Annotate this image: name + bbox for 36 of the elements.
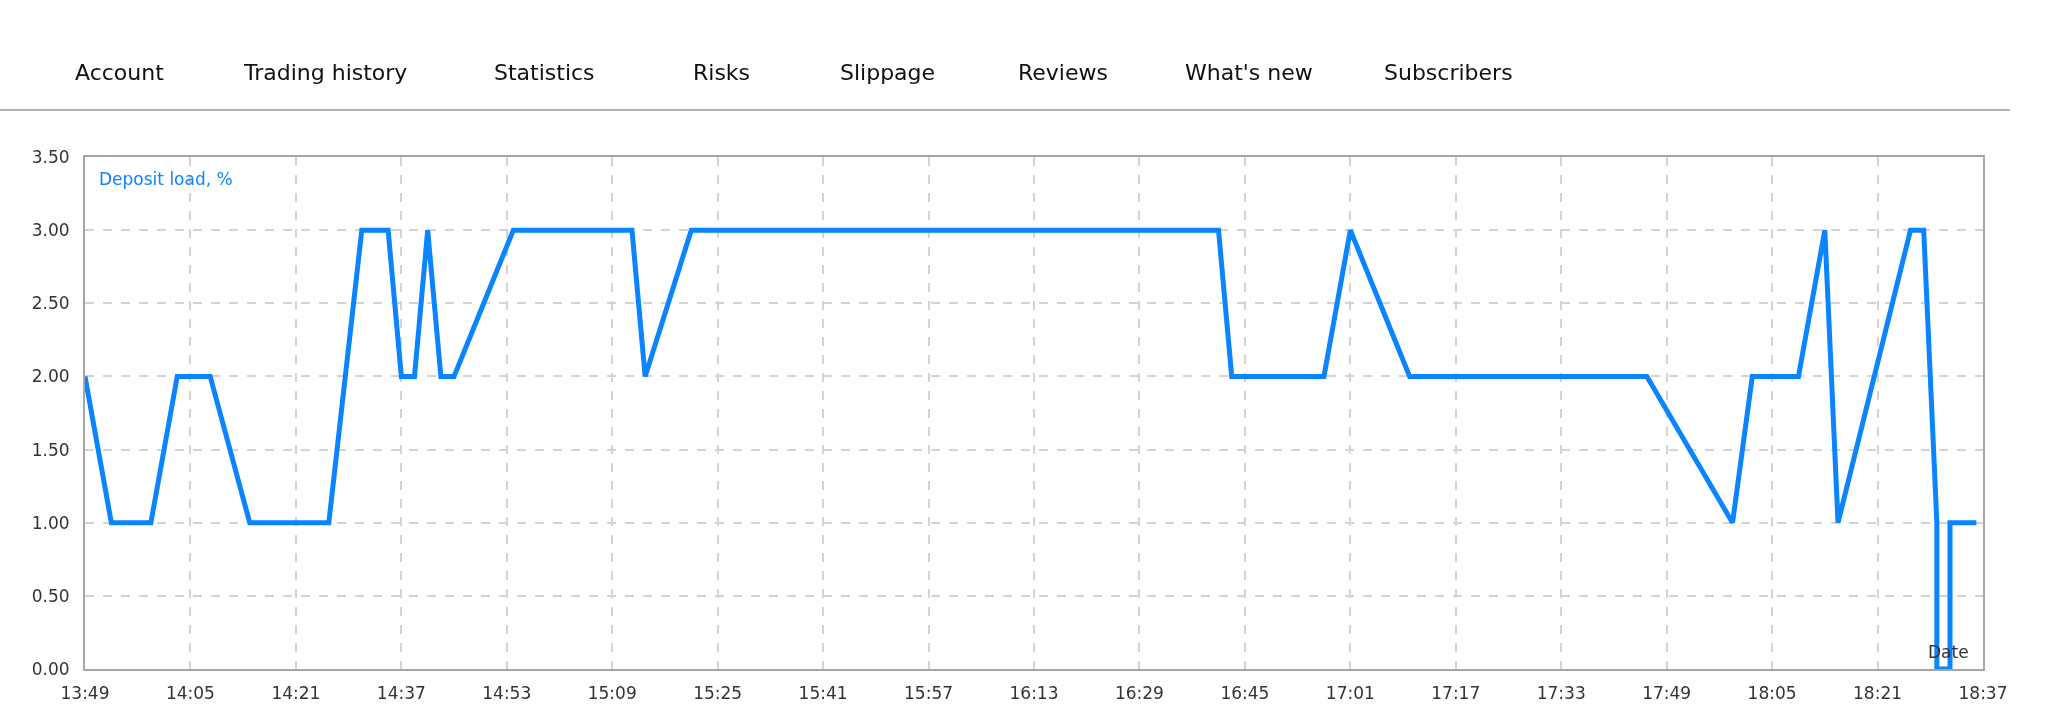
x-tick-label: 18:05 <box>1747 683 1797 704</box>
text: What's new <box>1185 60 1313 85</box>
x-tick-label: 14:37 <box>376 683 426 704</box>
text: Slippage <box>840 60 936 85</box>
x-tick-label: 14:53 <box>482 683 532 704</box>
y-tick-label: 1.50 <box>31 439 70 460</box>
text: Account <box>75 60 165 85</box>
x-tick-label: 17:01 <box>1325 683 1375 704</box>
y-tick-label: 2.00 <box>31 366 70 387</box>
x-tick-label: 15:41 <box>798 683 848 704</box>
x-tick-label: 15:57 <box>904 683 954 704</box>
text: Trading history <box>243 60 408 85</box>
y-tick-label: 3.50 <box>31 146 70 167</box>
x-tick-label: 18:37 <box>1958 683 2008 704</box>
x-tick-label: 16:45 <box>1220 683 1270 704</box>
x-tick-label: 16:13 <box>1009 683 1059 704</box>
text: Statistics <box>494 60 595 85</box>
x-tick-label: 18:21 <box>1853 683 1903 704</box>
x-tick-label: 15:25 <box>693 683 743 704</box>
y-tick-label: 2.50 <box>31 293 70 314</box>
x-tick-label: 15:09 <box>587 683 637 704</box>
x-tick-label: 13:49 <box>60 683 110 704</box>
y-tick-label: 3.00 <box>31 220 70 241</box>
text: Reviews <box>1018 60 1108 85</box>
y-tick-label: 0.00 <box>31 658 70 679</box>
x-tick-label: 17:17 <box>1431 683 1481 704</box>
x-tick-label: 17:49 <box>1642 683 1692 704</box>
y-tick-label: 0.50 <box>31 585 70 606</box>
y-tick-label: 1.00 <box>31 512 70 533</box>
x-tick-label: 14:21 <box>271 683 321 704</box>
x-tick-label: 14:05 <box>165 683 215 704</box>
x-tick-label: 17:33 <box>1536 683 1586 704</box>
y-axis-title: Deposit load, % <box>99 169 233 189</box>
text: Risks <box>693 60 751 85</box>
x-tick-label: 16:29 <box>1114 683 1164 704</box>
text: Subscribers <box>1384 60 1513 85</box>
